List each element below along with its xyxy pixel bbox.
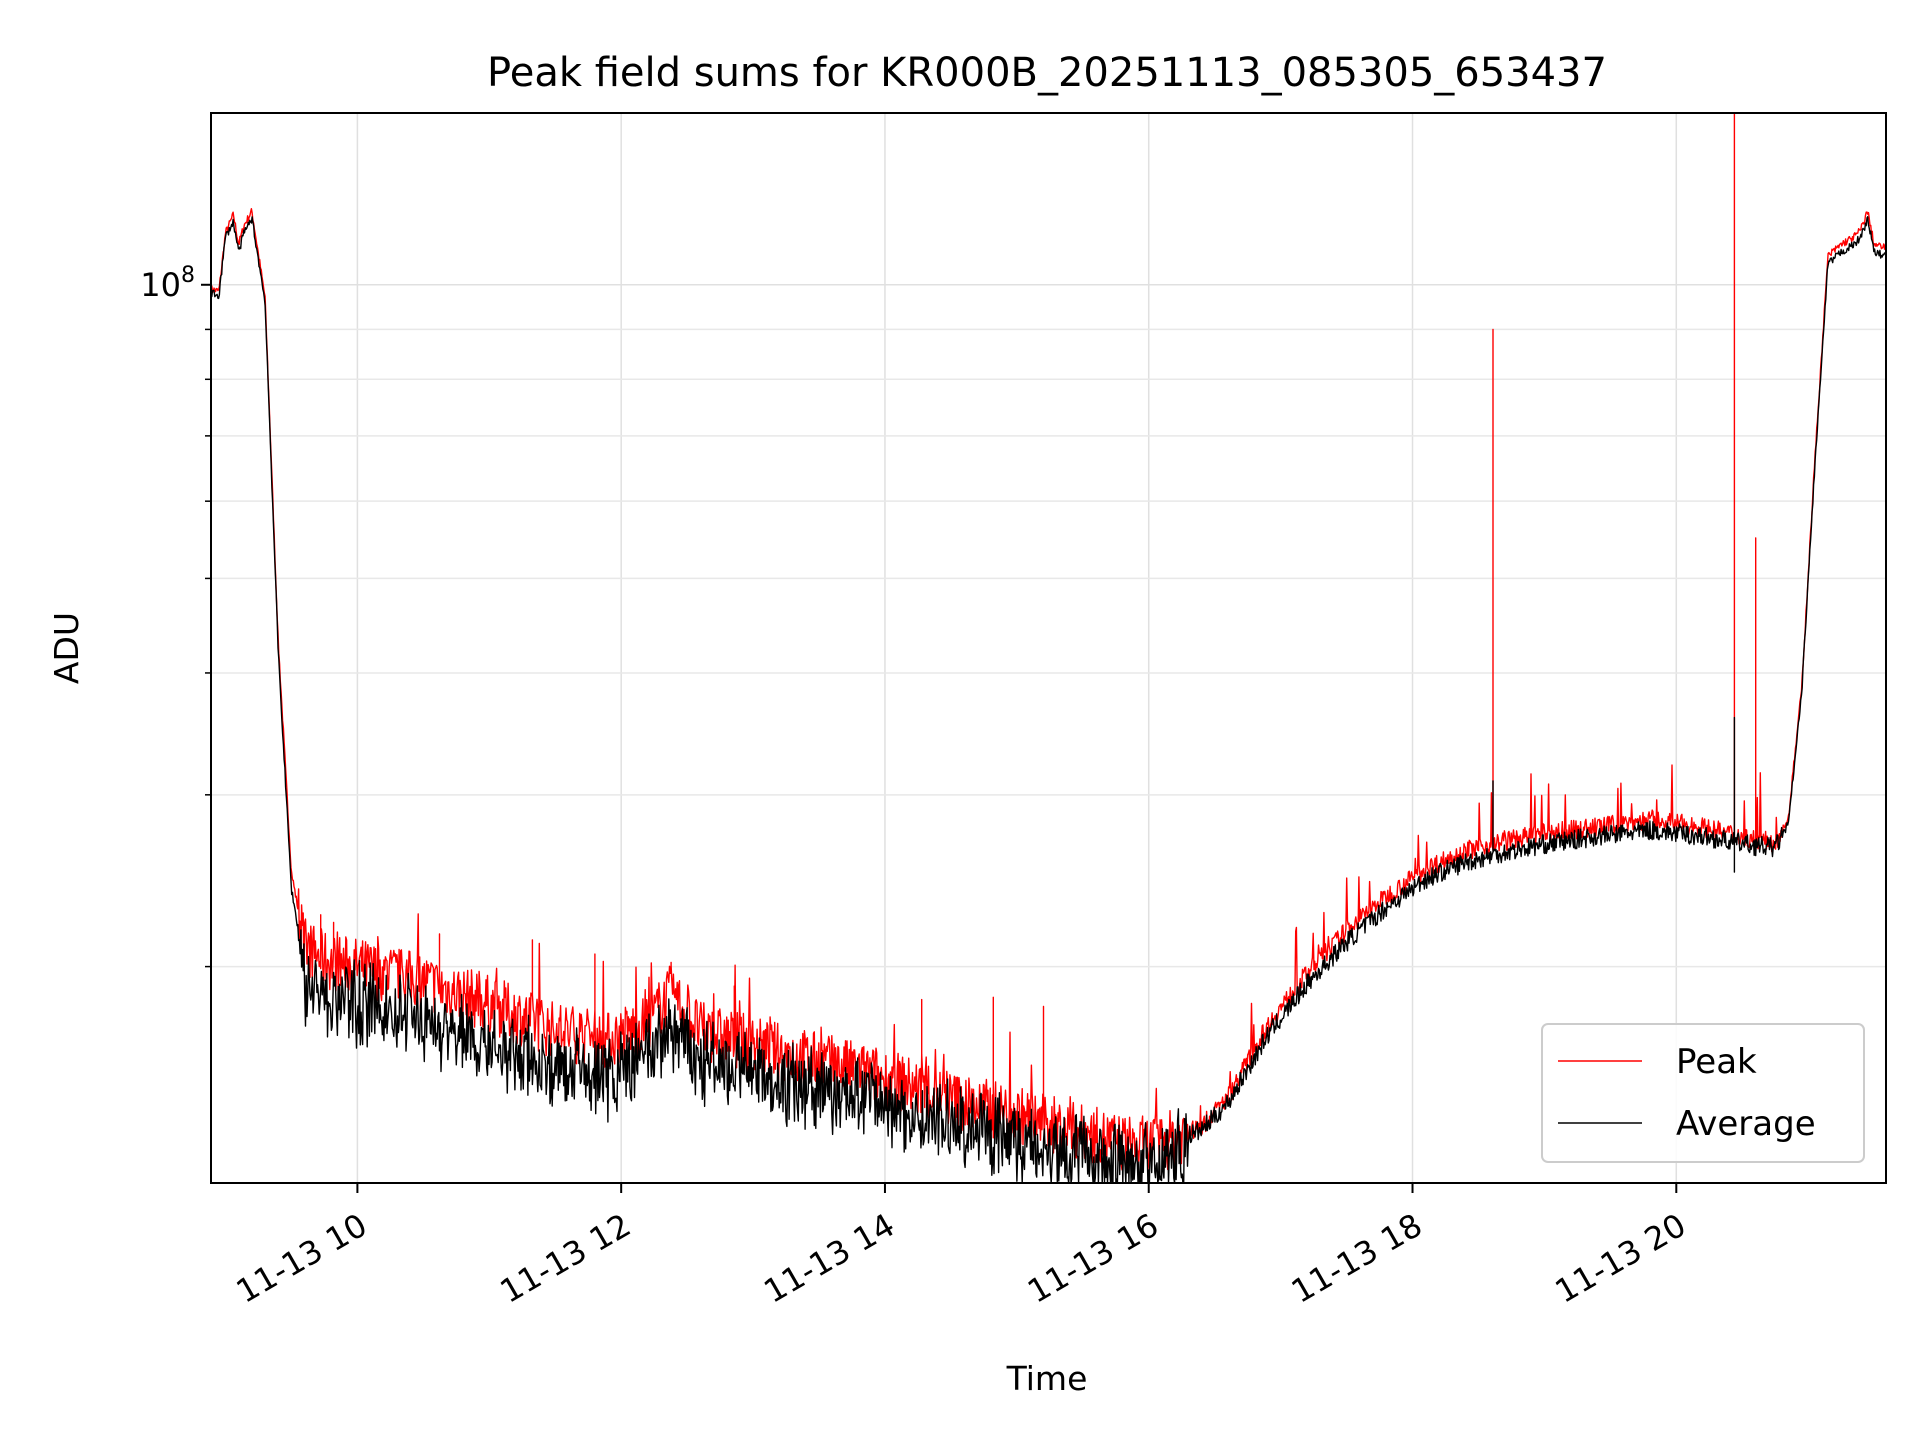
- series-average: [210, 216, 1887, 1184]
- y-axis-label: ADU: [47, 612, 86, 684]
- y-axis: 108: [140, 263, 211, 968]
- legend-average-label: Average: [1676, 1104, 1816, 1144]
- plot-frame: [210, 112, 1887, 1184]
- x-axis-label: Time: [1006, 1359, 1088, 1398]
- legend-peak-label: Peak: [1676, 1042, 1757, 1082]
- y-tick-label: 108: [140, 263, 195, 304]
- grid: [211, 113, 1886, 1183]
- chart-title: Peak field sums for KR000B_20251113_0853…: [487, 50, 1607, 96]
- series-average-line: [210, 216, 1887, 1184]
- legend: Peak Average: [1541, 1023, 1865, 1163]
- legend-box: [1541, 1023, 1865, 1163]
